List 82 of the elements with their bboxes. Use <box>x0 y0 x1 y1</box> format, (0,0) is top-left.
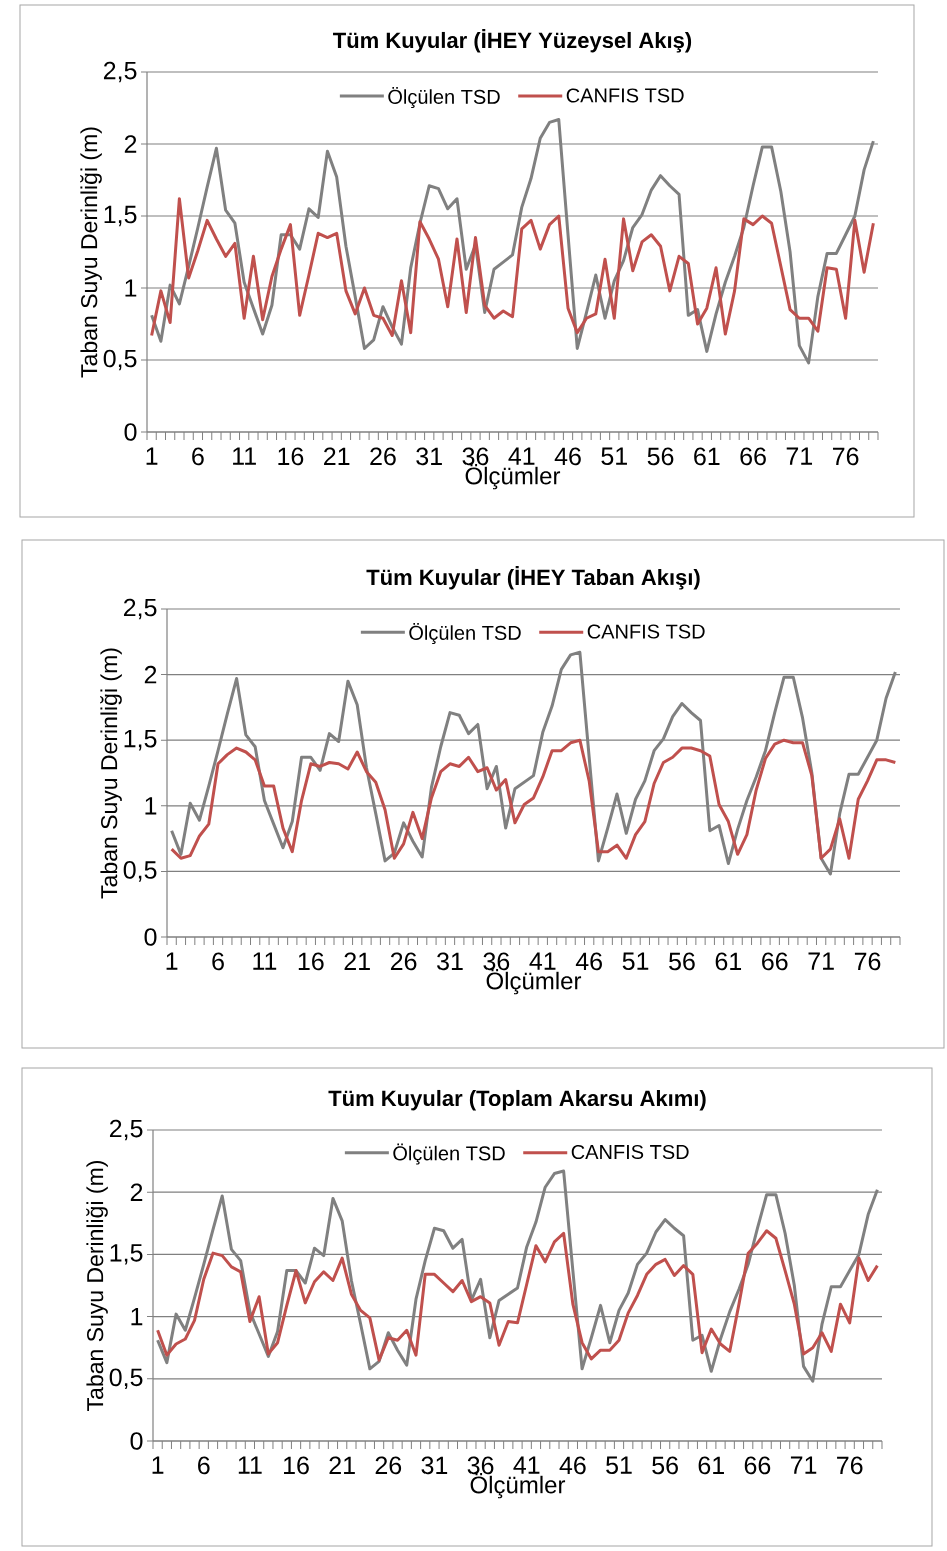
x-tick-label: 16 <box>278 447 304 466</box>
x-tick-label: 31 <box>421 1456 448 1475</box>
x-tick-label: 61 <box>715 952 742 971</box>
y-tick-label: 2,5 <box>109 1119 143 1141</box>
x-tick-label: 6 <box>192 447 204 466</box>
y-tick-label: 0,5 <box>109 1368 143 1390</box>
y-axis-title: Taban Suyu Derinliği (m) <box>100 648 122 899</box>
x-tick-label: 41 <box>508 447 535 465</box>
x-tick-label: 41 <box>513 1456 540 1474</box>
y-tick-label: 1 <box>125 279 137 297</box>
y-axis-title: Taban Suyu Derinliği (m) <box>80 127 102 378</box>
x-tick-label: 56 <box>669 952 695 971</box>
x-tick-label: 76 <box>837 1456 863 1475</box>
x-tick-label: 46 <box>554 447 581 466</box>
x-tick-label: 11 <box>233 447 256 465</box>
line-series <box>156 1229 879 1362</box>
x-tick-label: 46 <box>575 952 602 971</box>
line-series <box>156 1169 879 1383</box>
y-tick-label: 2 <box>130 1183 143 1201</box>
x-axis-title: Ölçümler <box>486 969 582 995</box>
y-tick-label: 2 <box>124 135 137 153</box>
x-tick-label: 56 <box>652 1456 678 1475</box>
x-tick-label: 31 <box>416 447 442 466</box>
x-axis-title: Ölçümler <box>470 1473 566 1499</box>
x-tick-label: 26 <box>390 952 417 971</box>
x-tick-label: 36 <box>483 952 510 971</box>
y-tick-label: 0,5 <box>103 349 137 371</box>
x-tick-label: 51 <box>606 1456 632 1474</box>
y-tick-label: 2,5 <box>123 598 157 620</box>
x-tick-label: 31 <box>437 952 463 971</box>
x-axis-title: Ölçümler <box>465 464 561 490</box>
x-tick-label: 41 <box>529 952 556 970</box>
x-tick-label: 56 <box>647 447 674 466</box>
legend-label: Ölçülen TSD <box>388 87 500 108</box>
x-tick-label: 36 <box>467 1456 494 1475</box>
chart-title: Tüm Kuyular (İHEY Taban Akışı) <box>366 566 700 590</box>
y-tick-label: 0 <box>144 928 157 946</box>
x-tick-label: 6 <box>198 1456 210 1475</box>
x-tick-label: 76 <box>832 447 859 466</box>
legend-label: Ölçülen TSD <box>409 623 521 645</box>
y-tick-label: 2 <box>144 665 157 684</box>
legend-label: Ölçülen TSD <box>393 1143 505 1165</box>
y-tick-label: 1,5 <box>124 729 157 751</box>
x-tick-label: 36 <box>462 447 489 466</box>
y-tick-label: 0 <box>130 1432 143 1450</box>
x-tick-label: 76 <box>854 952 881 971</box>
x-tick-label: 6 <box>212 952 224 971</box>
y-tick-label: 1 <box>131 1307 143 1326</box>
y-tick-label: 1,5 <box>104 205 137 227</box>
x-tick-label: 21 <box>329 1456 355 1474</box>
x-tick-label: 26 <box>370 447 396 466</box>
x-tick-label: 1 <box>166 952 178 970</box>
x-tick-label: 71 <box>786 447 813 465</box>
x-tick-label: 71 <box>808 952 834 970</box>
legend-label: CANFIS TSD <box>587 624 705 639</box>
chart-title: Tüm Kuyular (İHEY Yüzeysel Akış) <box>333 29 692 53</box>
chart-title: Tüm Kuyular (Toplam Akarsu Akımı) <box>328 1089 706 1111</box>
x-tick-label: 51 <box>601 447 627 465</box>
legend-label: CANFIS TSD <box>566 88 684 103</box>
x-tick-label: 21 <box>324 447 350 465</box>
line-series <box>170 738 897 860</box>
x-tick-label: 46 <box>559 1456 586 1475</box>
x-tick-label: 16 <box>284 1456 309 1475</box>
y-axis-title: Taban Suyu Derinliği (m) <box>86 1161 108 1411</box>
y-tick-label: 1 <box>145 797 157 815</box>
x-tick-label: 71 <box>790 1456 817 1474</box>
legend-label: CANFIS TSD <box>571 1144 689 1160</box>
x-tick-label: 16 <box>298 952 324 971</box>
x-tick-label: 61 <box>694 447 720 466</box>
x-tick-label: 11 <box>238 1456 262 1474</box>
y-tick-label: 0 <box>124 423 137 441</box>
y-tick-label: 2,5 <box>103 61 137 83</box>
x-tick-label: 66 <box>762 952 788 971</box>
x-tick-label: 51 <box>622 952 649 970</box>
x-tick-label: 61 <box>698 1456 724 1475</box>
x-tick-label: 11 <box>253 952 277 970</box>
y-tick-label: 1,5 <box>110 1244 143 1265</box>
x-tick-label: 66 <box>740 447 766 466</box>
x-tick-label: 26 <box>375 1456 402 1475</box>
y-tick-label: 0,5 <box>123 861 157 882</box>
x-tick-label: 21 <box>344 952 370 970</box>
x-tick-label: 66 <box>744 1456 771 1475</box>
